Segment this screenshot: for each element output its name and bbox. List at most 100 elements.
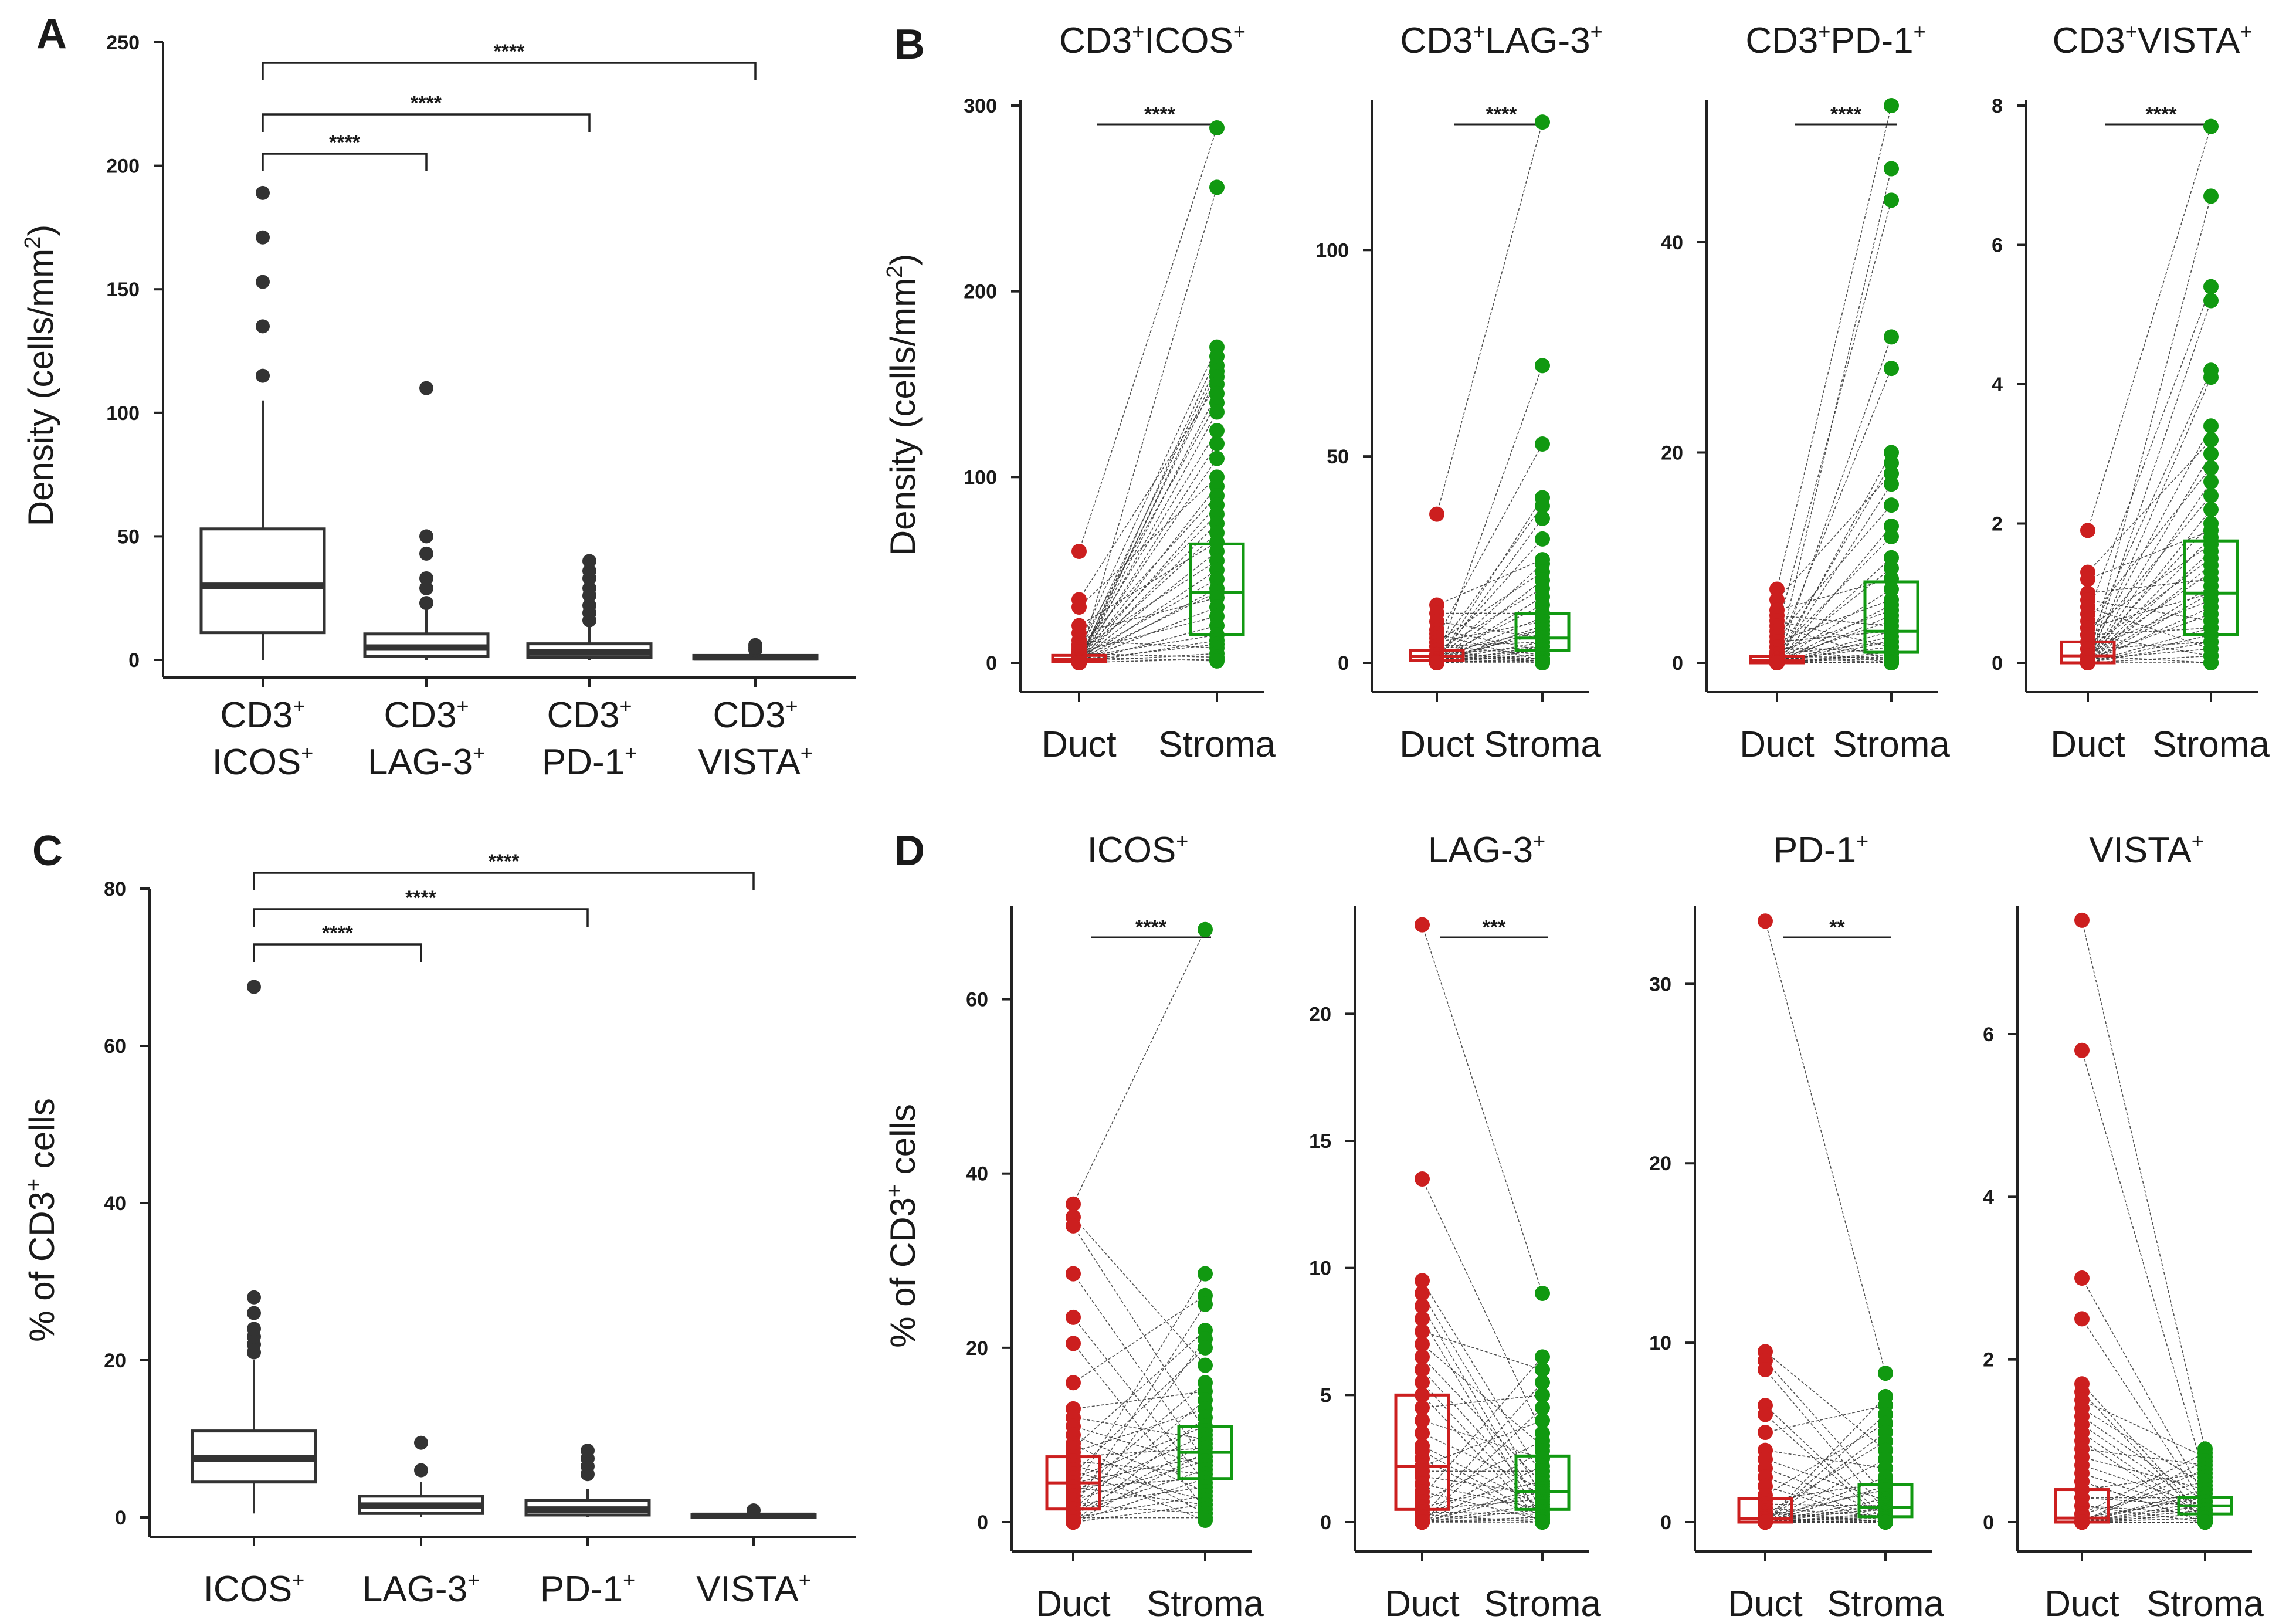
pair-line (1073, 1225, 1206, 1431)
pair-line (1436, 654, 1543, 662)
pair-line (1436, 660, 1543, 663)
stroma-point (1198, 1357, 1213, 1373)
pair-line (1422, 1306, 1543, 1513)
pair-line (2087, 592, 2212, 629)
y-tick-label: 100 (964, 466, 997, 489)
category-text: VISTA (698, 742, 801, 782)
duct-point (1415, 1349, 1430, 1365)
outlier-point (414, 1463, 428, 1478)
stroma-point (1535, 1387, 1550, 1403)
pair-line (1436, 580, 1543, 663)
stroma-point (1535, 1286, 1550, 1301)
y-label-main: % of CD3 (22, 1191, 62, 1342)
pair-line (2081, 1050, 2206, 1478)
outlier-point (747, 1503, 761, 1517)
pair-line (1776, 504, 1892, 637)
duct-point (2080, 571, 2095, 587)
category-superscript: + (473, 741, 485, 765)
y-tick-label: 0 (1338, 652, 1349, 675)
pair-line (1765, 1449, 1886, 1469)
title-text: CD3 (1400, 21, 1473, 61)
stroma-point (1209, 120, 1225, 135)
duct-point (1415, 1298, 1430, 1314)
category-superscript: + (292, 1568, 304, 1592)
y-tick-label: 20 (104, 1350, 126, 1372)
outlier-point (256, 185, 270, 200)
stroma-point (1209, 450, 1225, 466)
pair-line (1422, 1356, 1543, 1497)
y-tick-label: 200 (964, 281, 997, 303)
category-superscript: + (623, 1568, 635, 1592)
stroma-point (1209, 653, 1225, 669)
pair-line (1079, 458, 1217, 660)
x-tick-label: Duct (2044, 1584, 2119, 1623)
y-label-superscript: + (883, 1184, 907, 1197)
box-3 (524, 1444, 651, 1517)
y-tick-label: 0 (977, 1512, 988, 1534)
title-text: PD-1 (1773, 830, 1856, 870)
outlier-point (582, 598, 596, 613)
pair-line (1422, 1483, 1543, 1510)
y-axis-label: Density (cells/mm2) (883, 254, 923, 556)
pair-line (1422, 1445, 1543, 1507)
x-category-label: CD3+ (220, 694, 305, 736)
title-text: CD3 (2053, 21, 2125, 61)
pair-line (2081, 1424, 2206, 1510)
stroma-point (1198, 1340, 1213, 1356)
pair-line (1436, 642, 1543, 647)
pair-line (1776, 615, 1892, 663)
pair-lines (1776, 105, 1892, 663)
pair-line (1436, 588, 1543, 651)
stroma-point (1209, 179, 1225, 195)
y-tick-label: 50 (1327, 446, 1349, 468)
y-tick-label: 40 (104, 1192, 126, 1215)
pair-line (1073, 1461, 1206, 1475)
pair-line (1436, 646, 1543, 655)
pair-line (2087, 370, 2212, 642)
x-category-label-line2: VISTA+ (698, 741, 813, 782)
outlier-point (256, 368, 270, 383)
pair-line (2081, 1432, 2206, 1519)
x-tick-label: Stroma (1484, 1584, 1601, 1623)
pair-line (2087, 377, 2212, 663)
outlier-point (748, 638, 762, 652)
outlier-point (581, 1444, 595, 1458)
significance-bracket (262, 113, 591, 132)
pair-line (1436, 518, 1543, 663)
pair-line (2087, 453, 2212, 663)
panel-letter: B (894, 21, 925, 68)
duct-point (1769, 592, 1785, 608)
pair-line (1765, 1507, 1886, 1517)
box-2 (363, 381, 490, 660)
pair-line (2087, 286, 2212, 615)
duct-point (1066, 1266, 1081, 1282)
pair-line (1073, 1273, 1206, 1492)
x-tick-label: Stroma (1827, 1584, 1944, 1623)
stroma-point (1198, 921, 1213, 937)
duct-point (1429, 655, 1444, 670)
panel-title: CD3+LAG-3+ (1400, 19, 1602, 61)
stroma-point (1209, 404, 1225, 420)
pair-line (1776, 578, 1892, 611)
outlier-point (256, 319, 270, 334)
pair-line (2087, 537, 2212, 663)
pair-line (1079, 606, 1217, 662)
pair-line (2087, 634, 2212, 663)
y-tick-label: 30 (1649, 973, 1671, 995)
title-superscript: + (1914, 19, 1926, 43)
outlier-point (419, 596, 433, 611)
y-tick-label: 50 (117, 526, 140, 548)
pair-line (1422, 1293, 1543, 1497)
stroma-point (1198, 1513, 1213, 1529)
y-tick-label: 10 (1649, 1332, 1671, 1354)
pair-line (1073, 1295, 1206, 1383)
stroma-point (1209, 436, 1225, 452)
pair-line (1073, 1217, 1206, 1366)
duct-point (1415, 1400, 1430, 1415)
title-text: ICOS (1087, 830, 1176, 870)
stroma-point (2203, 188, 2219, 204)
duct-point (1415, 1273, 1430, 1289)
duct-point (1415, 1286, 1430, 1301)
